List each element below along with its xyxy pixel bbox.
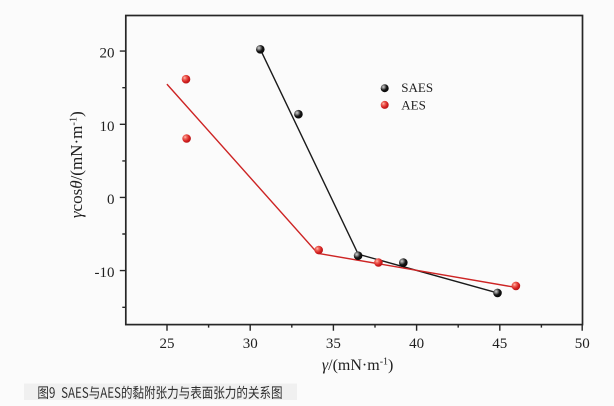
- svg-text:-10: -10: [95, 265, 115, 281]
- svg-text:50: 50: [575, 336, 590, 352]
- svg-text:25: 25: [160, 336, 175, 352]
- svg-text:30: 30: [243, 336, 258, 352]
- svg-text:SAES: SAES: [401, 80, 433, 95]
- svg-text:10: 10: [100, 119, 115, 135]
- svg-text:40: 40: [409, 336, 424, 352]
- svg-text:45: 45: [492, 336, 507, 352]
- svg-text:0: 0: [107, 192, 115, 208]
- svg-text:AES: AES: [401, 97, 426, 112]
- svg-text:35: 35: [326, 336, 341, 352]
- svg-text:γcosθ/(mN·m-1): γcosθ/(mN·m-1): [67, 111, 86, 218]
- svg-text:20: 20: [100, 46, 115, 62]
- svg-text:γ/(mN·m-1): γ/(mN·m-1): [322, 357, 394, 375]
